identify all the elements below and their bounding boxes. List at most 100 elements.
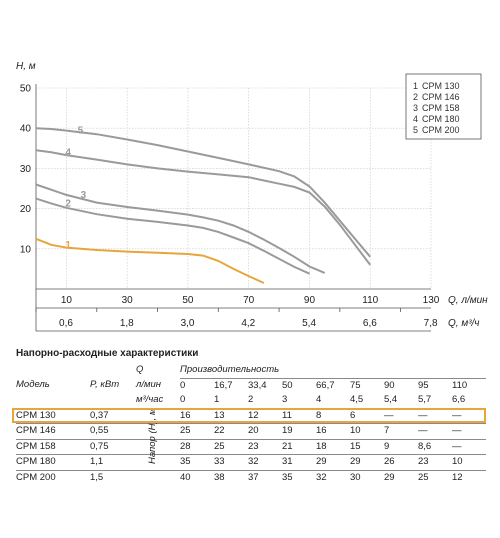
x2-tick-label: 3,0 xyxy=(181,318,195,329)
head-value-cell: 29 xyxy=(350,454,384,470)
head-value-cell: 32 xyxy=(316,469,350,485)
series-label-2: 2 xyxy=(65,198,71,209)
head-value-cell: 12 xyxy=(248,409,259,421)
head-value-cell: 15 xyxy=(350,438,384,455)
series-label-3: 3 xyxy=(81,190,87,201)
table-header-m3h-row: м³/час 0 1 2 3 4 4,5 5,4 5,7 6,6 xyxy=(16,393,486,409)
head-value-cell: 37 xyxy=(248,469,282,485)
power-cell: 1,5 xyxy=(90,469,136,485)
legend-entry: CPM 158 xyxy=(422,103,460,113)
head-value-cell: 10 xyxy=(452,454,486,470)
x-tick-label: 30 xyxy=(122,295,134,306)
head-value-cell: 30 xyxy=(350,469,384,485)
y-tick-label: 10 xyxy=(20,244,32,255)
head-value-cell: 33 xyxy=(214,454,248,470)
head-value-cell: 22 xyxy=(214,423,248,439)
x-tick-label: 90 xyxy=(304,295,316,306)
model-cell: CPM 200 xyxy=(16,469,90,485)
x2-tick-label: 7,8 xyxy=(424,318,438,329)
power-column-header: P, кВт xyxy=(90,379,120,391)
model-cell: CPM 180 xyxy=(16,454,90,470)
x2-tick-label: 0,6 xyxy=(59,318,73,329)
x-tick-label: 50 xyxy=(182,295,194,306)
head-value-cell: 35 xyxy=(282,469,316,485)
head-value-cell: 25 xyxy=(214,438,248,455)
chart-series: 1 23 45 xyxy=(35,126,371,284)
model-cell: CPM 130 xyxy=(16,409,56,421)
legend-entry: CPM 180 xyxy=(422,114,460,124)
x2-tick-label: 5,4 xyxy=(302,318,316,329)
x2-axis-label: Q, м³/ч xyxy=(448,318,479,329)
head-value-cell: 28 xyxy=(180,438,214,455)
series-label-5: 5 xyxy=(78,126,84,137)
head-value-cell: — xyxy=(452,423,486,439)
head-value-cell: 29 xyxy=(384,469,418,485)
chart-axes: H, м 10 20 30 40 50 10 30 50 70 90 110 130 Q, л/мин 0,… xyxy=(16,61,488,332)
flow-lmin-cell: 90 xyxy=(384,379,395,391)
table-row: CPM 158 0,75 28 25 23 21 18 15 9 8,6— xyxy=(16,438,486,455)
flow-m3h-cell: 0 xyxy=(180,393,214,409)
x-axis-label: Q, л/мин xyxy=(448,295,488,306)
series-line-4 xyxy=(35,149,371,266)
series-line-5 xyxy=(35,127,371,258)
x-tick-label: 10 xyxy=(61,295,73,306)
flow-m3h-cell: 2 xyxy=(248,393,282,409)
head-value-cell: 7 xyxy=(384,423,418,439)
x2-tick-label: 1,8 xyxy=(120,318,134,329)
head-value-cell: 19 xyxy=(282,423,316,439)
head-label-cell xyxy=(136,438,180,455)
flow-m3h-cell: 5,4 xyxy=(384,393,418,409)
model-cell: CPM 158 xyxy=(16,438,90,455)
table-row: CPM 180 1,1 35 33 32 31 29 29 26 23 10 xyxy=(16,454,486,470)
performance-label: Производительность xyxy=(180,363,486,379)
flow-m3h-cell: 1 xyxy=(214,393,248,409)
series-line-1 xyxy=(35,237,265,284)
power-cell: 1,1 xyxy=(90,454,136,470)
head-value-cell: 6 xyxy=(350,409,356,421)
y-axis-label: H, м xyxy=(16,61,36,72)
q-label: Q xyxy=(136,364,144,376)
series-line-3 xyxy=(35,183,326,274)
flow-m3h-cell: 6,6 xyxy=(452,393,486,409)
flow-lmin-cell: 110 xyxy=(452,379,468,391)
chart-grid xyxy=(36,87,432,289)
y-tick-label: 30 xyxy=(20,164,32,175)
head-value-cell: 31 xyxy=(282,454,316,470)
table-row: CPM 200 1,5 40 38 37 35 32 30 29 25 12 xyxy=(16,469,486,485)
head-value-cell: — xyxy=(384,409,394,421)
table-header-lmin-row: Модель P, кВт л/мин 0 16,7 33,4 50 66,7 75 90 9… xyxy=(16,378,486,393)
flow-m3h-cell: 3 xyxy=(282,393,316,409)
table-row: CPM 130 0,37 16 13 12 11 8 6 — — — xyxy=(16,408,486,424)
x2-tick-label: 6,6 xyxy=(363,318,377,329)
head-value-cell: 8 xyxy=(316,409,322,421)
head-value-cell: 16 xyxy=(180,409,191,421)
flow-m3h-cell: 4,5 xyxy=(350,393,384,409)
legend-number: 4 xyxy=(413,114,418,124)
series-line-2 xyxy=(35,197,310,275)
table-header-q-row: Q Производительность xyxy=(16,363,486,379)
head-value-cell: — xyxy=(418,409,428,421)
power-cell: 0,55 xyxy=(90,423,136,439)
head-value-cell: 8,6 xyxy=(418,438,452,455)
unit-m3h: м³/час xyxy=(136,393,180,409)
head-value-cell: 18 xyxy=(316,438,350,455)
head-value-cell: 13 xyxy=(214,409,225,421)
legend-entry: CPM 130 xyxy=(422,81,460,91)
head-value-cell: — xyxy=(452,438,486,455)
x-tick-label: 70 xyxy=(243,295,255,306)
legend-number: 5 xyxy=(413,125,418,135)
table-row: CPM 146 0,55 Напор (Н), м 25 22 20 19 16 10 7— — xyxy=(16,409,486,464)
head-label-cell xyxy=(136,469,180,485)
head-value-cell: — xyxy=(418,423,452,439)
head-value-cell: 38 xyxy=(214,469,248,485)
y-tick-label: 50 xyxy=(20,84,32,95)
head-value-cell: — xyxy=(452,409,462,421)
model-cell: CPM 146 xyxy=(16,423,90,439)
legend-entry: CPM 200 xyxy=(422,125,460,135)
legend-number: 3 xyxy=(413,103,418,113)
head-value-cell: 32 xyxy=(248,454,282,470)
head-value-cell: 20 xyxy=(248,423,282,439)
flow-lmin-cell: 33,4 xyxy=(248,379,267,391)
head-value-cell: 23 xyxy=(418,454,452,470)
performance-table: Q Производительность Модель P, кВт л/мин… xyxy=(16,363,486,485)
